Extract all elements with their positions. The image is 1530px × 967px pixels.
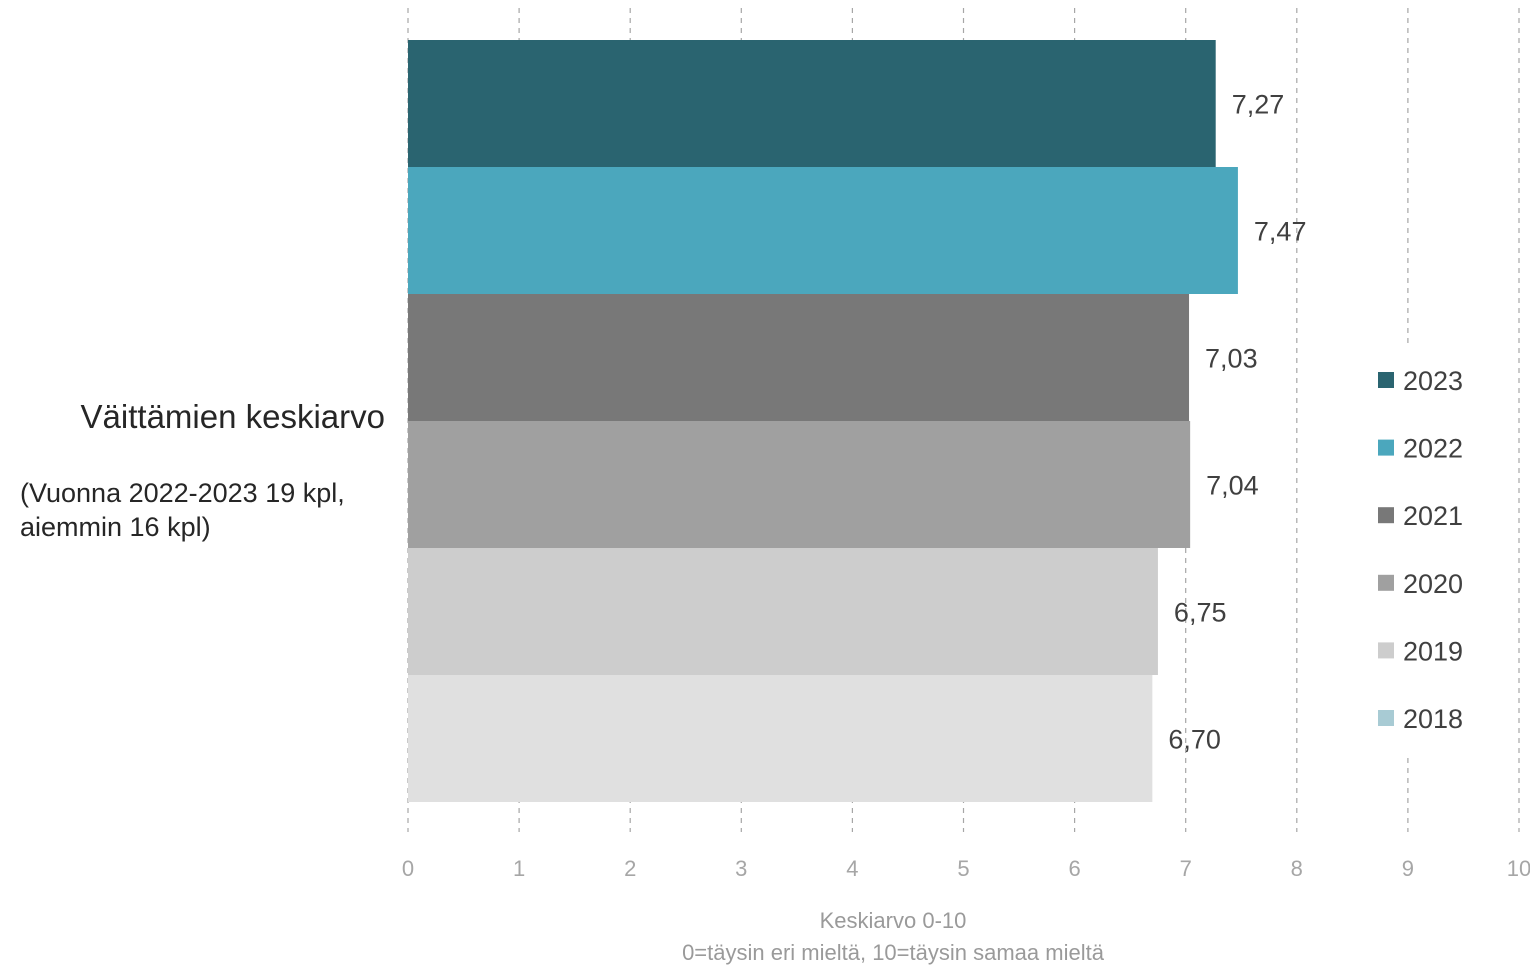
bar-2020 bbox=[408, 421, 1191, 548]
bar-2021 bbox=[408, 294, 1190, 421]
legend-label-2020: 2020 bbox=[1403, 569, 1463, 599]
data-label-2022: 7,47 bbox=[1254, 217, 1307, 247]
bars bbox=[408, 40, 1238, 802]
legend-swatch-2020 bbox=[1378, 574, 1394, 591]
x-tick-label: 2 bbox=[624, 856, 636, 881]
x-tick-label: 1 bbox=[513, 856, 525, 881]
data-label-2019: 6,75 bbox=[1174, 598, 1227, 628]
legend: 2023 2022 2021 2020 2019 2018 bbox=[1368, 345, 1478, 755]
legend-swatch-2019 bbox=[1378, 642, 1394, 659]
x-tick-label: 5 bbox=[957, 856, 969, 881]
legend-label-2021: 2021 bbox=[1403, 501, 1463, 531]
x-tick-label: 10 bbox=[1507, 856, 1530, 881]
legend-label-2018: 2018 bbox=[1403, 704, 1463, 734]
data-label-2023: 7,27 bbox=[1232, 90, 1285, 120]
legend-background bbox=[1368, 345, 1478, 755]
legend-swatch-2023 bbox=[1378, 372, 1394, 388]
category-sublabel-line1: (Vuonna 2022-2023 19 kpl, bbox=[20, 478, 345, 508]
category-label: Väittämien keskiarvo bbox=[80, 398, 385, 435]
x-tick-label: 0 bbox=[402, 856, 414, 881]
legend-swatch-2018 bbox=[1378, 710, 1394, 726]
legend-label-2023: 2023 bbox=[1403, 366, 1463, 396]
bar-2022 bbox=[408, 167, 1238, 294]
bar-2023 bbox=[408, 40, 1216, 167]
data-label-2020: 7,04 bbox=[1206, 471, 1259, 501]
x-tick-labels: 0 1 2 3 4 5 6 7 8 9 10 bbox=[402, 856, 1530, 881]
legend-label-2022: 2022 bbox=[1403, 434, 1463, 464]
bar-2019 bbox=[408, 548, 1158, 675]
legend-swatch-2021 bbox=[1378, 507, 1394, 524]
x-tick-label: 6 bbox=[1068, 856, 1080, 881]
category-sublabel-line2: aiemmin 16 kpl) bbox=[20, 512, 211, 542]
x-tick-label: 3 bbox=[735, 856, 747, 881]
x-tick-label: 9 bbox=[1402, 856, 1414, 881]
value-labels: 7,27 7,47 7,03 7,04 6,75 6,70 bbox=[1168, 90, 1306, 755]
x-axis-subtitle: 0=täysin eri mieltä, 10=täysin samaa mie… bbox=[682, 940, 1104, 965]
bar-2018 bbox=[408, 675, 1153, 802]
x-tick-label: 4 bbox=[846, 856, 858, 881]
x-axis-title: Keskiarvo 0-10 bbox=[819, 908, 967, 933]
legend-label-2019: 2019 bbox=[1403, 636, 1463, 666]
data-label-2021: 7,03 bbox=[1205, 344, 1258, 374]
x-tick-label: 7 bbox=[1180, 856, 1192, 881]
category-sublabel: (Vuonna 2022-2023 19 kpl, aiemmin 16 kpl… bbox=[20, 476, 400, 544]
x-tick-label: 8 bbox=[1291, 856, 1303, 881]
data-label-2018: 6,70 bbox=[1168, 725, 1221, 755]
legend-swatch-2022 bbox=[1378, 439, 1394, 456]
